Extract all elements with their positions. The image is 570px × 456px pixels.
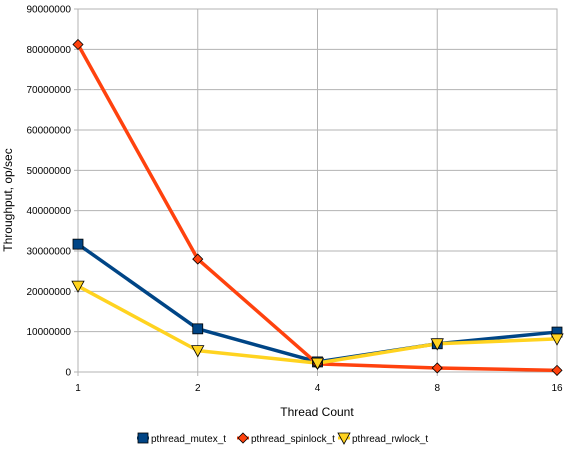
y-tick-label: 20000000 (27, 287, 72, 298)
legend-swatch-marker (137, 432, 149, 444)
y-tick-label: 90000000 (27, 5, 72, 16)
x-tick-label: 1 (75, 383, 81, 394)
x-tick-label: 8 (434, 383, 440, 394)
plot-area-border (77, 8, 558, 373)
y-tick-label: 80000000 (27, 45, 72, 56)
y-tick-label: 70000000 (27, 85, 72, 96)
x-axis-title: Thread Count (280, 405, 354, 419)
data-point-pthread-mutex-t (192, 323, 204, 335)
y-tick-label: 50000000 (27, 166, 72, 177)
x-tick-label: 16 (551, 383, 563, 394)
data-point-pthread-rwlock-t (310, 357, 325, 370)
data-point-pthread-spinlock-t (192, 253, 204, 265)
data-point-pthread-rwlock-t (430, 338, 444, 351)
y-tick-label: 40000000 (27, 206, 72, 217)
data-point-pthread-mutex-t (72, 238, 84, 250)
y-tick-label: 30000000 (27, 247, 72, 258)
legend-label: pthread_rwlock_t (352, 434, 428, 445)
axes (74, 8, 558, 376)
data-point-pthread-rwlock-t (71, 280, 85, 293)
x-tick-label: 4 (315, 383, 321, 394)
data-point-pthread-spinlock-t (551, 364, 563, 376)
legend-label: pthread_spinlock_t (251, 434, 335, 445)
y-tick-label: 60000000 (27, 126, 72, 137)
data-point-pthread-rwlock-t (191, 345, 205, 358)
x-tick-labels: 1 2 4 8 16 (75, 383, 563, 394)
data-point-pthread-spinlock-t (431, 362, 443, 374)
legend-label: pthread_mutex_t (151, 434, 226, 445)
legend-swatch-marker (337, 432, 351, 445)
y-tick-labels: 0 10000000 20000000 30000000 40000000 5000000… (27, 5, 72, 379)
legend-swatch-marker (237, 432, 249, 444)
y-axis-title: Throughput, op/sec (1, 148, 15, 251)
data-point-pthread-spinlock-t (72, 38, 84, 51)
y-tick-label: 10000000 (27, 327, 72, 338)
x-tick-label: 2 (195, 383, 201, 394)
data-point-pthread-rwlock-t (550, 333, 564, 346)
legend: pthread_mutex_t pthread_spinlock_t pthread… (137, 432, 428, 445)
series-markers (71, 38, 564, 376)
grid-lines (77, 8, 558, 373)
y-tick-label: 0 (65, 368, 71, 379)
